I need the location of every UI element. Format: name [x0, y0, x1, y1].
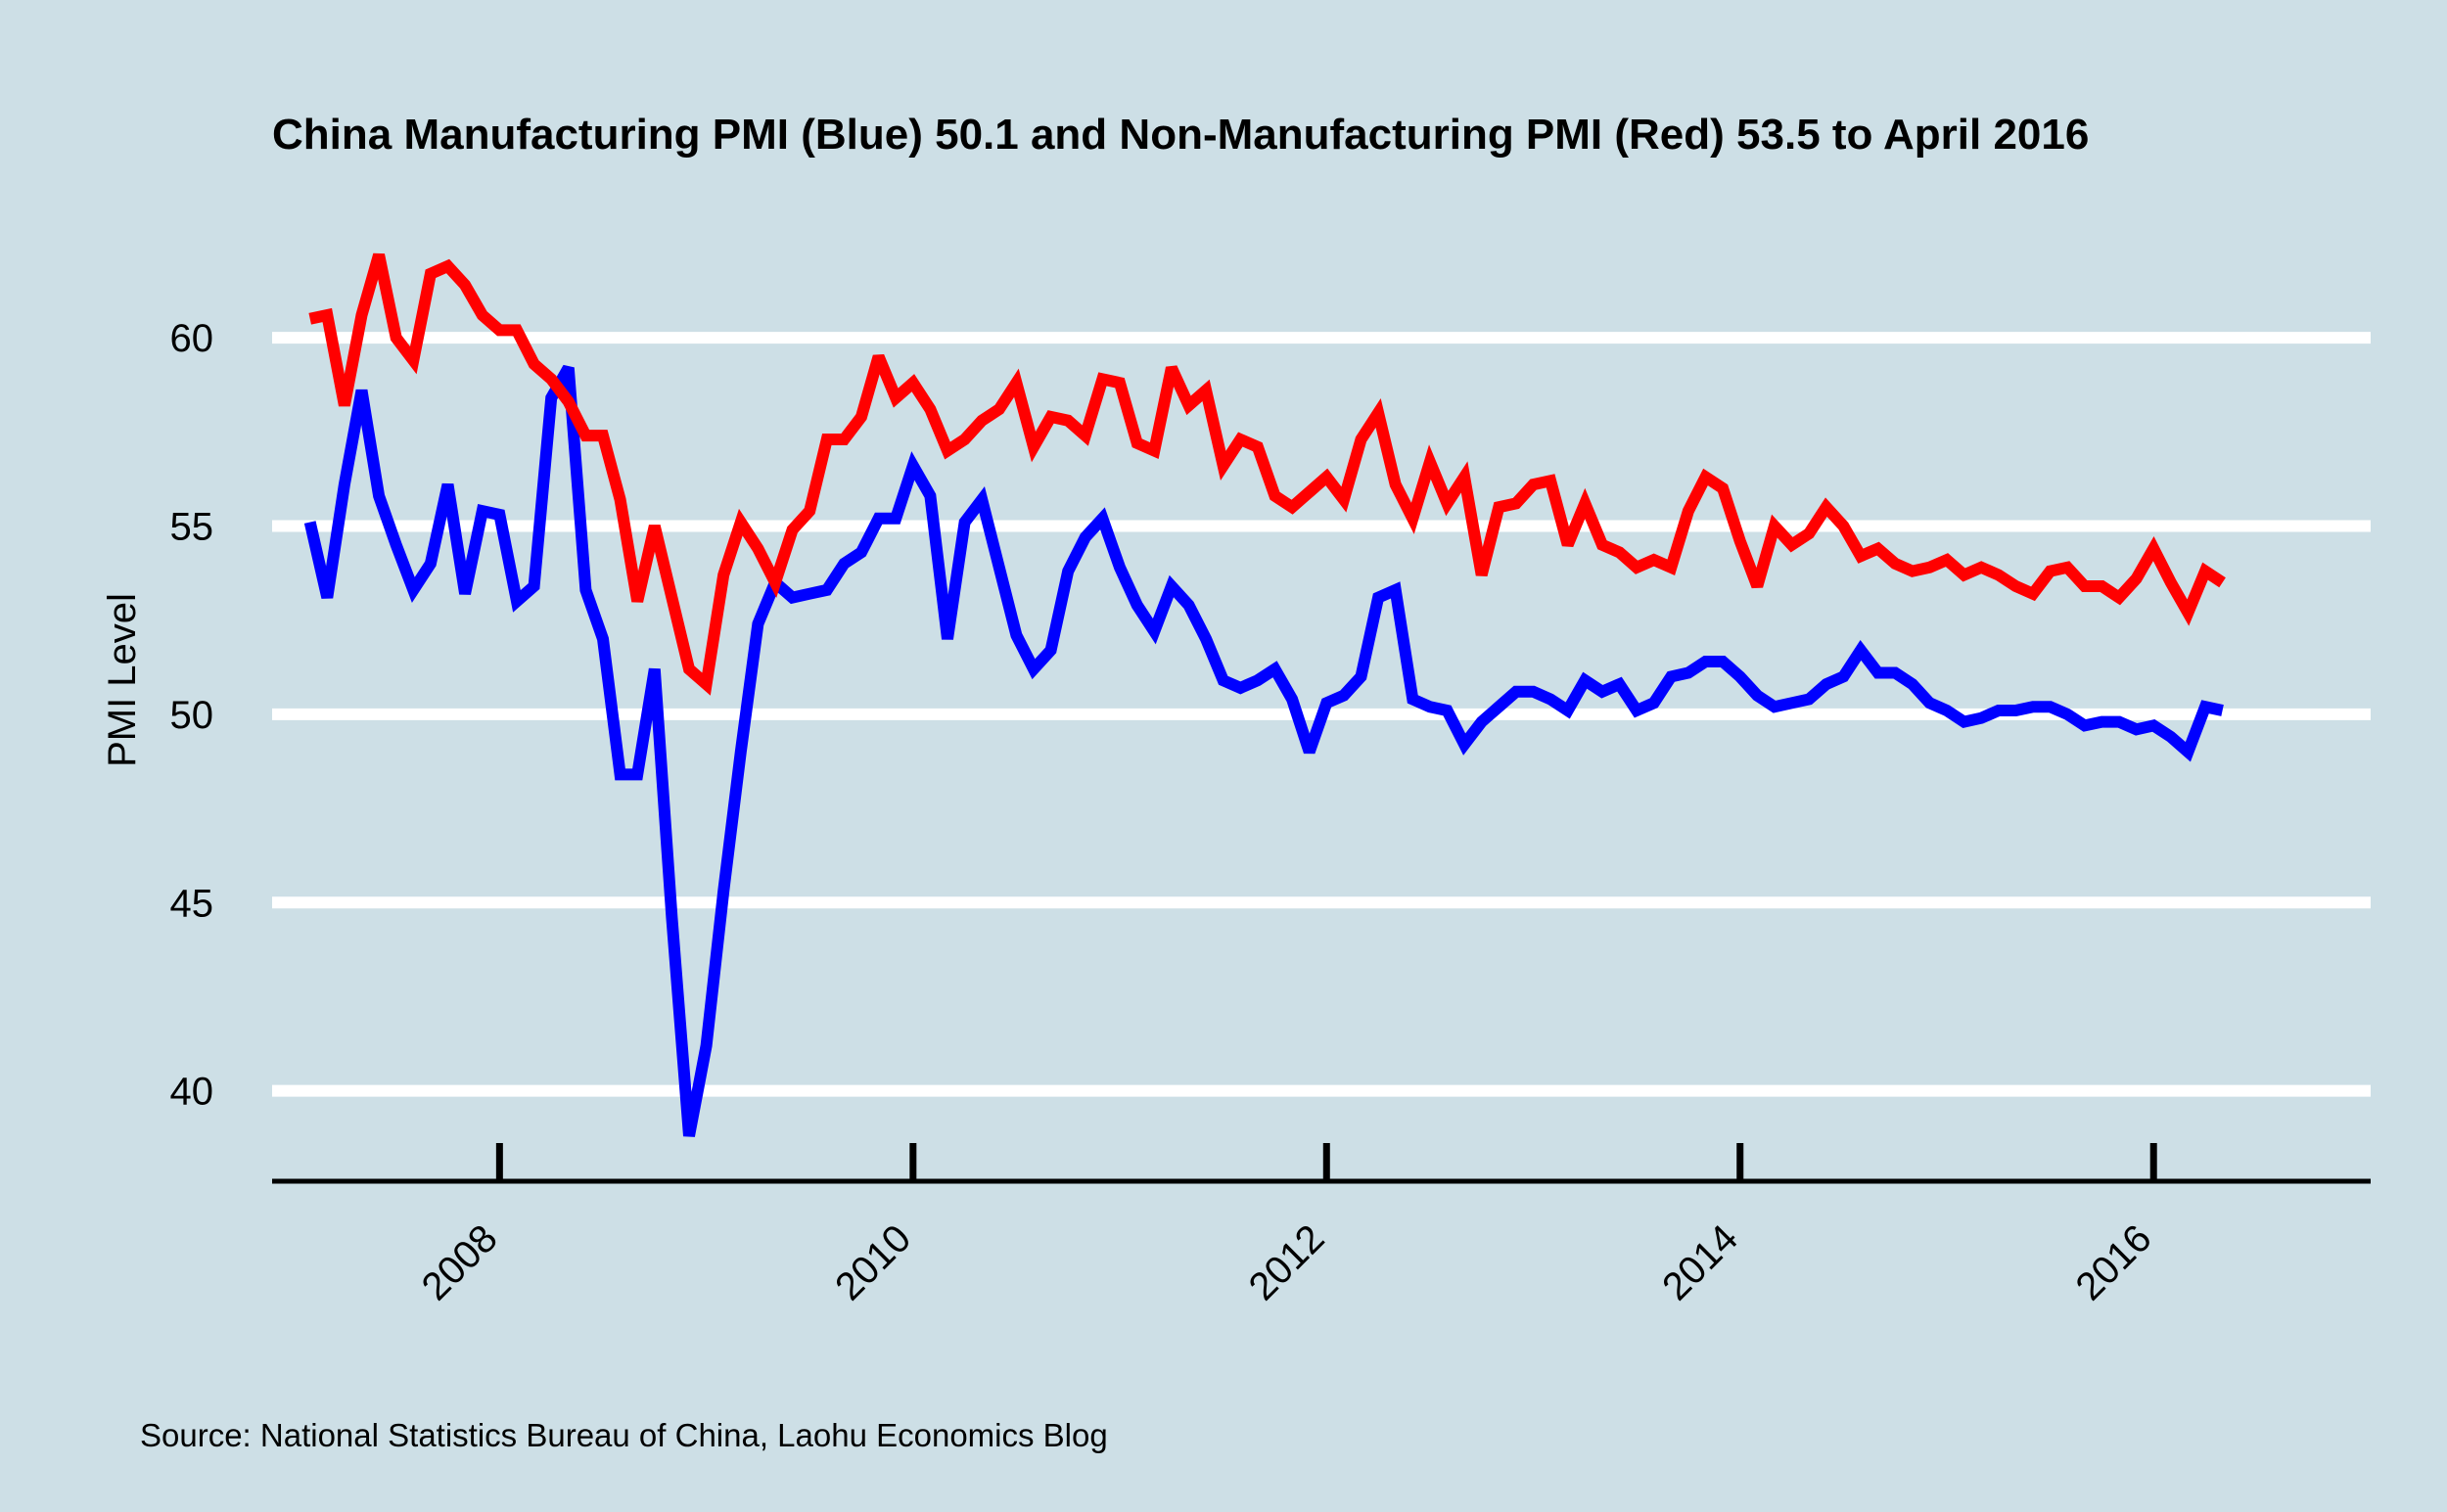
- source-note: Source: National Statistics Bureau of Ch…: [140, 1417, 1108, 1453]
- series-line-1: [303, 364, 2224, 1137]
- y-tick-label: 45: [170, 882, 214, 925]
- series-line-2: [308, 252, 2226, 696]
- x-axis: [272, 1143, 2371, 1184]
- y-axis-ticks: 40 45 50 55 60: [170, 317, 214, 1114]
- series-lines: [303, 252, 2226, 1137]
- y-tick-label: 55: [170, 505, 214, 548]
- chart-title: China Manufacturing PMI (Blue) 50.1 and …: [272, 111, 2089, 159]
- y-tick-label: 40: [170, 1071, 214, 1114]
- y-axis-label: PMI Level: [101, 593, 144, 767]
- y-tick-label: 60: [170, 317, 214, 360]
- y-tick-label: 50: [170, 694, 214, 737]
